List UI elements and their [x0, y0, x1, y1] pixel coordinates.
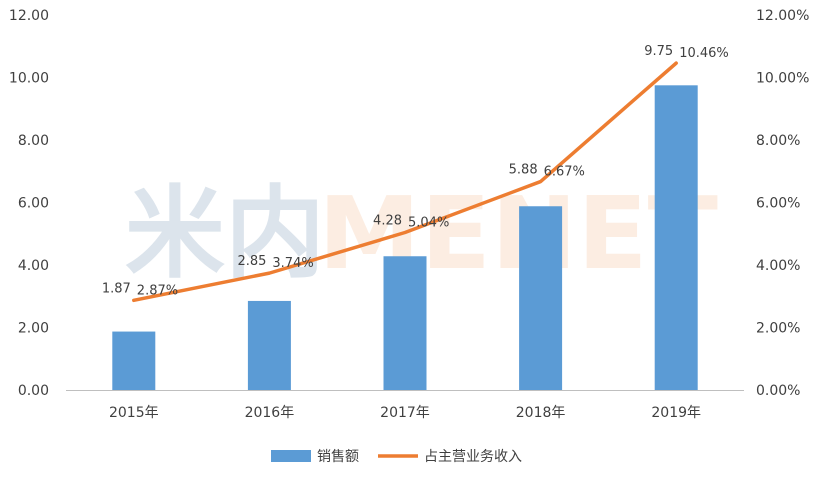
right-tick-label: 8.00% [756, 133, 800, 149]
line-data-label: 6.67% [544, 165, 585, 180]
right-tick-label: 2.00% [756, 321, 800, 337]
legend-label-bar: 销售额 [317, 449, 359, 465]
line-data-label: 10.46% [679, 46, 729, 61]
legend-label-line: 占主营业务收入 [424, 449, 522, 465]
right-tick-label: 6.00% [756, 196, 800, 212]
legend-swatch-bar [271, 450, 311, 462]
bar-series [112, 85, 698, 390]
bar-1 [247, 300, 291, 390]
bar-data-label: 9.75 [644, 44, 673, 59]
data-labels: 1.87 2.85 4.28 5.88 9.75 2.87% 3.74% 5.04% 6.67%… [102, 44, 729, 298]
bar-4 [654, 85, 698, 390]
left-tick-label: 12.00 [9, 8, 49, 24]
x-tick-label: 2015年 [109, 405, 159, 421]
line-path [132, 61, 678, 303]
bar-data-label: 2.85 [237, 254, 266, 269]
bar-data-label: 5.88 [509, 163, 538, 178]
watermark-chinese: 米内 [125, 175, 325, 292]
bar-data-label: 1.87 [102, 281, 131, 296]
left-tick-label: 2.00 [18, 321, 49, 337]
right-tick-label: 0.00% [756, 383, 800, 399]
left-tick-label: 10.00 [9, 71, 49, 87]
bar-data-label: 4.28 [373, 214, 402, 229]
right-tick-label: 4.00% [756, 258, 800, 274]
line-series [132, 61, 678, 303]
right-tick-label: 10.00% [756, 71, 809, 87]
bar-2 [383, 256, 427, 390]
bar-3 [519, 206, 563, 390]
axes: 0.00 2.00 4.00 6.00 8.00 10.00 12.00 0.00% 2.00%… [9, 8, 809, 421]
x-tick-label: 2018年 [516, 405, 566, 421]
left-tick-label: 0.00 [18, 383, 49, 399]
right-tick-label: 12.00% [756, 8, 809, 24]
left-tick-label: 4.00 [18, 258, 49, 274]
line-data-label: 2.87% [137, 283, 178, 298]
legend: 销售额 占主营业务收入 [271, 449, 522, 465]
x-tick-label: 2019年 [651, 405, 701, 421]
left-tick-label: 8.00 [18, 133, 49, 149]
x-tick-label: 2017年 [380, 405, 430, 421]
left-tick-label: 6.00 [18, 196, 49, 212]
bar-0 [112, 331, 156, 390]
line-data-label: 5.04% [408, 216, 449, 231]
line-data-label: 3.74% [272, 256, 313, 271]
x-tick-label: 2016年 [245, 405, 295, 421]
